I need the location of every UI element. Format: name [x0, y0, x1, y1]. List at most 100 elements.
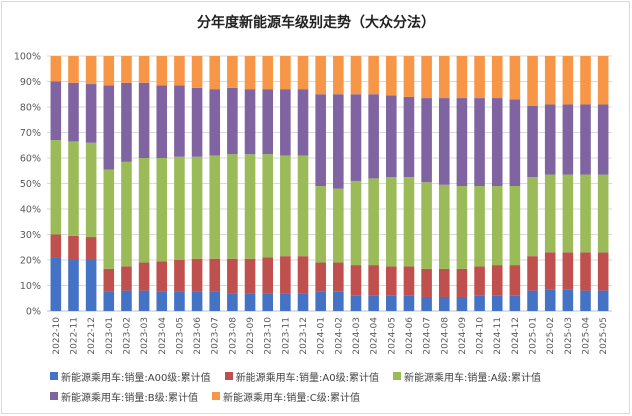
bar-segment [562, 252, 574, 290]
bar-segment [85, 84, 97, 143]
bar-segment [491, 56, 503, 99]
bar-segment [580, 252, 591, 291]
bar-segment [491, 186, 503, 266]
bar-segment [456, 56, 468, 99]
bar-segment [368, 56, 379, 95]
bar-segment [368, 178, 379, 266]
bar-segment [403, 56, 415, 97]
bar-segment [386, 295, 397, 311]
legend-row-1: 新能源乘用车:销量:A00级:累计值 新能源乘用车:销量:A0级:累计值 新能源… [50, 366, 610, 386]
bar-segment [438, 184, 450, 269]
bar-segment [262, 257, 273, 294]
bar-segment [403, 266, 415, 296]
bar-segment [174, 291, 185, 312]
bar-segment [474, 56, 485, 99]
x-tick-label: 2023-12 [299, 317, 309, 355]
legend-label-b: 新能源乘用车:销量:B级:累计值 [61, 392, 198, 404]
x-tick-label: 2023-03 [140, 317, 150, 355]
bar-segment [333, 188, 344, 263]
bar-segment [491, 98, 503, 187]
bar-segment [85, 260, 97, 311]
y-tick-label: 30% [20, 230, 41, 241]
bar-segment [103, 291, 115, 312]
legend-label-a00: 新能源乘用车:销量:A00级:累计值 [61, 372, 211, 384]
bar-segment [50, 56, 62, 82]
bar-segment [350, 94, 362, 181]
bar-segment [244, 154, 256, 259]
bar-segment [138, 290, 150, 311]
bar-segment [527, 177, 538, 257]
x-tick-label: 2023-10 [264, 317, 274, 355]
bar-segment [403, 177, 415, 267]
bar-segment [386, 95, 397, 178]
x-tick-label: 2024-03 [352, 317, 362, 355]
bar-segment [597, 252, 609, 291]
bar-segment [421, 296, 432, 311]
bar-segment [244, 258, 256, 294]
bar-segment [509, 295, 521, 311]
bar-segment [138, 262, 150, 291]
bar-segment [509, 56, 521, 100]
bar-segment [297, 256, 309, 294]
bar-segment [262, 89, 273, 155]
bar-segment [103, 85, 115, 170]
bar-segment [68, 260, 79, 311]
x-tick-label: 2023-11 [281, 317, 291, 355]
bar-segment [580, 290, 591, 311]
y-tick-label: 90% [20, 77, 41, 88]
x-tick-label: 2025-01 [529, 317, 539, 355]
bar-segment [438, 268, 450, 297]
bar-segment [562, 174, 574, 253]
bar-segment [315, 262, 326, 292]
bar-segment [333, 291, 344, 312]
x-tick-label: 2025-05 [599, 317, 609, 355]
bar-segment [227, 293, 238, 311]
x-tick-label: 2023-04 [158, 317, 168, 355]
x-tick-label: 2024-09 [458, 317, 468, 355]
legend-item-a0: 新能源乘用车:销量:A0级:累计值 [224, 369, 379, 384]
bar-segment [156, 158, 168, 262]
bar-segment [386, 56, 397, 96]
bar-segment [121, 290, 132, 311]
x-tick-label: 2024-04 [370, 317, 380, 355]
bar-segment [438, 98, 450, 185]
bar-segment [544, 289, 556, 311]
bar-segment [85, 56, 97, 85]
bar-segment [227, 56, 238, 88]
bar-segment [544, 174, 556, 253]
bar-segment [121, 56, 132, 83]
bar-segment [156, 85, 168, 158]
bar-segment [209, 258, 221, 292]
bar-segment [597, 290, 609, 311]
bar-segment [333, 94, 344, 189]
bar-segment [315, 56, 326, 95]
bar-segment [597, 174, 609, 253]
bar-segment [103, 268, 115, 292]
bar-segment [280, 155, 291, 257]
bar-segment [209, 155, 221, 259]
x-tick-label: 2023-01 [105, 317, 115, 355]
bar-segment [103, 169, 115, 269]
x-tick-label: 2025-03 [564, 317, 574, 355]
bar-segment [280, 293, 291, 311]
bar-segment [368, 265, 379, 296]
bar-segment [262, 56, 273, 90]
bar-segment [138, 82, 150, 158]
bar-segment [68, 82, 79, 142]
bar-segment [438, 56, 450, 99]
bar-segment [85, 142, 97, 238]
bar-segment [191, 258, 203, 292]
bar-segment [368, 94, 379, 179]
legend-swatch-b [50, 392, 58, 400]
legend-item-b: 新能源乘用车:销量:B级:累计值 [50, 389, 198, 404]
x-tick-label: 2025-04 [582, 317, 592, 355]
bar-segment [103, 56, 115, 86]
bar-segment [262, 293, 273, 311]
bar-segment [474, 98, 485, 187]
x-tick-label: 2024-07 [423, 317, 433, 355]
y-tick-label: 60% [20, 154, 41, 165]
bar-segment [527, 290, 538, 311]
bar-segment [562, 104, 574, 175]
x-tick-label: 2023-06 [193, 317, 203, 355]
